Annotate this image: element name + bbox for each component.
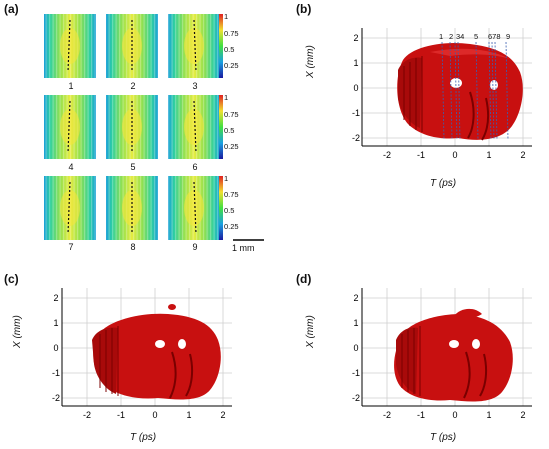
isosurface-d bbox=[394, 308, 513, 402]
slice-marker-line bbox=[441, 41, 445, 141]
x-tick-label: -2 bbox=[383, 150, 391, 160]
cbar3-tick-075: 0.75 bbox=[224, 190, 239, 199]
y-tick-label: -1 bbox=[352, 108, 360, 118]
intensity-tile-2 bbox=[106, 14, 158, 78]
cbar3-tick-1: 1 bbox=[224, 174, 229, 183]
panel-a-figure bbox=[44, 14, 264, 241]
slice-marker-line bbox=[505, 41, 509, 141]
cbar1-tick-025: 0.25 bbox=[224, 61, 239, 70]
intensity-tile-8 bbox=[106, 176, 158, 240]
panel-c-x-label: T (ps) bbox=[130, 432, 157, 443]
cbar3-tick-05: 0.5 bbox=[224, 206, 235, 215]
intensity-tile-9 bbox=[168, 176, 220, 240]
tile-label-5: 5 bbox=[130, 162, 136, 172]
x-tick-label: 0 bbox=[152, 410, 157, 420]
tile-label-7: 7 bbox=[68, 242, 74, 252]
panel-b-x-label: T (ps) bbox=[430, 178, 457, 189]
tile-label-6: 6 bbox=[192, 162, 198, 172]
panel-c-y-label: X (mm) bbox=[12, 315, 23, 348]
colorbar-3 bbox=[219, 176, 223, 240]
scale-bar-label: 1 mm bbox=[232, 243, 255, 253]
cbar1-tick-05: 0.5 bbox=[224, 45, 235, 54]
x-tick-label: -1 bbox=[117, 410, 125, 420]
y-tick-label: -2 bbox=[52, 393, 60, 403]
isosurface-b bbox=[397, 42, 523, 141]
tile-label-4: 4 bbox=[68, 162, 74, 172]
slice-marker-line bbox=[475, 41, 479, 141]
marker-label-9: 9 bbox=[506, 32, 511, 41]
y-tick-label: 2 bbox=[353, 33, 358, 43]
slice-marker-line bbox=[457, 41, 461, 141]
cbar1-tick-1: 1 bbox=[224, 12, 229, 21]
slice-marker-line bbox=[491, 41, 495, 141]
x-tick-label: 1 bbox=[486, 410, 491, 420]
x-tick-label: -1 bbox=[417, 410, 425, 420]
x-tick-label: 2 bbox=[520, 150, 525, 160]
marker-label-5: 5 bbox=[474, 32, 479, 41]
panel-d-x-label: T (ps) bbox=[430, 432, 457, 443]
y-tick-label: 0 bbox=[353, 343, 358, 353]
x-tick-label: 1 bbox=[486, 150, 491, 160]
panel-b-label: (b) bbox=[296, 2, 312, 16]
y-tick-label: 1 bbox=[353, 58, 358, 68]
x-tick-label: -1 bbox=[417, 150, 425, 160]
y-tick-label: 1 bbox=[53, 318, 58, 328]
marker-label-2: 2 bbox=[449, 32, 454, 41]
slice-marker-line bbox=[454, 41, 458, 141]
panel-c-plot: -2 -1 0 1 2 2 1 0 -1 -2 bbox=[52, 288, 232, 420]
colorbar-1 bbox=[219, 14, 223, 78]
panel-a-label: (a) bbox=[4, 2, 19, 16]
y-tick-label: 1 bbox=[353, 318, 358, 328]
tile-label-1: 1 bbox=[68, 81, 74, 91]
intensity-tile-1 bbox=[44, 14, 96, 78]
y-tick-label: -2 bbox=[352, 393, 360, 403]
x-tick-label: 0 bbox=[452, 410, 457, 420]
x-tick-label: 2 bbox=[220, 410, 225, 420]
cbar2-tick-05: 0.5 bbox=[224, 126, 235, 135]
y-tick-label: 2 bbox=[353, 293, 358, 303]
y-tick-label: -1 bbox=[352, 368, 360, 378]
y-tick-label: -2 bbox=[352, 133, 360, 143]
slice-marker-line bbox=[494, 41, 498, 141]
cbar2-tick-075: 0.75 bbox=[224, 110, 239, 119]
y-tick-label: 0 bbox=[53, 343, 58, 353]
panel-d-plot: -2 -1 0 1 2 2 1 0 -1 -2 bbox=[352, 288, 532, 420]
cbar3-tick-025: 0.25 bbox=[224, 222, 239, 231]
panel-d-label: (d) bbox=[296, 272, 312, 286]
tile-label-3: 3 bbox=[192, 81, 198, 91]
y-tick-label: -1 bbox=[52, 368, 60, 378]
panel-d-y-label: X (mm) bbox=[305, 315, 316, 348]
tile-label-9: 9 bbox=[192, 242, 198, 252]
colorbar-2 bbox=[219, 95, 223, 159]
panel-c-label: (c) bbox=[4, 272, 19, 286]
intensity-tile-3 bbox=[168, 14, 220, 78]
tile-label-2: 2 bbox=[130, 81, 136, 91]
marker-label-678: 678 bbox=[488, 32, 501, 41]
y-tick-label: 2 bbox=[53, 293, 58, 303]
slice-marker-line bbox=[488, 41, 492, 141]
intensity-tile-4 bbox=[44, 95, 96, 159]
cbar1-tick-075: 0.75 bbox=[224, 29, 239, 38]
slice-marker-line bbox=[449, 41, 453, 141]
panel-b-y-label: X (mm) bbox=[305, 45, 316, 78]
x-tick-label: 0 bbox=[452, 150, 457, 160]
intensity-tile-6 bbox=[168, 95, 220, 159]
y-tick-label: 0 bbox=[353, 83, 358, 93]
cbar2-tick-1: 1 bbox=[224, 93, 229, 102]
x-tick-label: 1 bbox=[186, 410, 191, 420]
intensity-tile-5 bbox=[106, 95, 158, 159]
marker-label-1: 1 bbox=[439, 32, 444, 41]
marker-label-34: 34 bbox=[456, 32, 465, 41]
tile-label-8: 8 bbox=[130, 242, 136, 252]
x-tick-label: 2 bbox=[520, 410, 525, 420]
intensity-tile-7 bbox=[44, 176, 96, 240]
x-tick-label: -2 bbox=[83, 410, 91, 420]
cbar2-tick-025: 0.25 bbox=[224, 142, 239, 151]
isosurface-c bbox=[92, 304, 221, 400]
x-tick-label: -2 bbox=[383, 410, 391, 420]
